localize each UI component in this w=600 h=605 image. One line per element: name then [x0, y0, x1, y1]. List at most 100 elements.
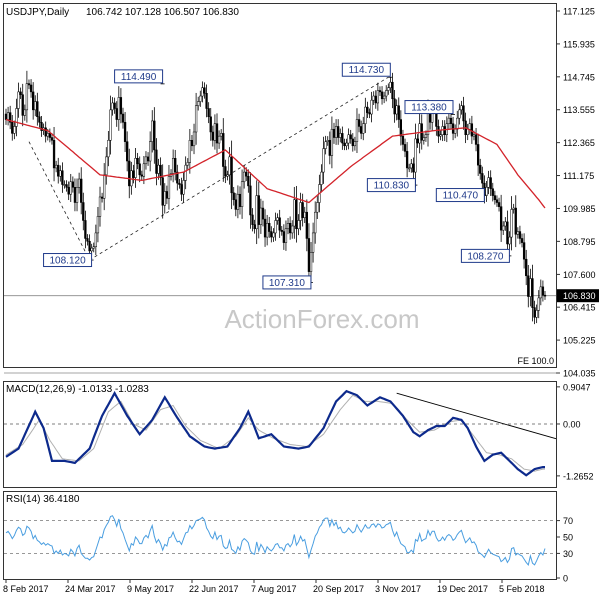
candle-body: [529, 278, 532, 297]
candle-body: [314, 211, 317, 234]
candle-body: [330, 128, 334, 156]
candle-body: [458, 109, 461, 119]
candle-body: [25, 83, 29, 111]
x-tick-label: 24 Mar 2017: [65, 584, 116, 594]
candle-body: [362, 123, 365, 134]
candle-body: [115, 108, 118, 120]
candle-body: [117, 97, 120, 120]
candle-body: [57, 164, 60, 177]
macd-y-tick-label: -1.2652: [563, 471, 594, 481]
candle-body: [213, 123, 217, 141]
candle-body: [144, 156, 148, 165]
candle-body: [376, 90, 380, 104]
candle-body: [140, 174, 143, 177]
candle-body: [320, 171, 323, 185]
candle-body: [437, 126, 440, 137]
candle-body: [397, 105, 400, 120]
rsi-title: RSI(14) 36.4180: [6, 494, 80, 505]
candle-body: [126, 141, 129, 162]
candle-body: [408, 167, 411, 170]
candle-body: [186, 162, 189, 166]
x-tick-label: 8 Feb 2017: [3, 584, 49, 594]
annotation-label-7: 108.270: [467, 251, 504, 262]
candle-body: [9, 112, 12, 123]
candle-body: [412, 163, 415, 173]
candle-body: [222, 133, 225, 167]
x-tick-label: 7 Aug 2017: [251, 584, 297, 594]
candle-body: [493, 195, 497, 200]
candle-body: [17, 91, 20, 109]
candle-body: [516, 231, 519, 235]
candle-body: [80, 178, 83, 203]
candle-body: [418, 123, 421, 144]
candle-body: [211, 131, 214, 141]
candle-body: [456, 117, 459, 130]
candle-body: [535, 310, 538, 318]
candle-body: [297, 220, 300, 230]
candle-body: [324, 141, 327, 149]
candle-body: [4, 113, 8, 120]
candle-body: [61, 170, 64, 185]
candle-body: [282, 231, 286, 243]
chart-header-ohlc: 106.742 107.128 106.507 106.830: [86, 7, 239, 18]
candle-body: [90, 247, 93, 252]
candle-body: [497, 202, 501, 207]
candle-body: [253, 224, 256, 230]
candle-body: [29, 84, 33, 93]
candle-body: [249, 185, 252, 216]
candle-body: [149, 141, 152, 162]
candle-body: [197, 101, 200, 106]
candle-body: [286, 222, 290, 230]
price-y-tick-label: 111.175: [563, 171, 594, 181]
candle-body: [224, 166, 227, 177]
candle-body: [479, 164, 482, 174]
candle-body: [243, 171, 246, 183]
candle-body: [113, 102, 116, 109]
candle-body: [537, 297, 540, 311]
last-price-box: [557, 289, 599, 303]
candle-body: [280, 229, 283, 232]
candle-body: [142, 163, 146, 177]
candle-body: [389, 81, 392, 88]
candle-body: [136, 158, 139, 165]
candle-body: [332, 128, 336, 138]
candle-body: [159, 164, 162, 178]
price-y-tick-label: 117.125: [563, 7, 595, 17]
chart-header-symbol: USDJPY,Daily: [6, 7, 69, 18]
candle-body: [268, 222, 271, 232]
candle-body: [278, 217, 281, 231]
candle-body: [447, 117, 451, 124]
candle-body: [257, 195, 260, 225]
candle-body: [355, 119, 359, 142]
price-y-tick-label: 109.985: [563, 204, 596, 214]
candle-body: [499, 206, 503, 231]
candle-body: [176, 171, 179, 184]
candle-body: [63, 184, 66, 186]
candle-body: [190, 140, 194, 147]
macd-trendline: [396, 392, 557, 440]
candle-body: [470, 123, 474, 137]
candle-body: [92, 246, 95, 249]
candle-body: [382, 95, 386, 100]
candle-body: [40, 122, 43, 131]
candle-body: [138, 163, 141, 176]
candle-body: [59, 170, 62, 177]
candle-body: [207, 108, 210, 118]
candle-body: [491, 188, 494, 196]
rsi-line: [5, 515, 546, 566]
projection-line: [89, 76, 389, 261]
candle-body: [366, 106, 369, 113]
candle-body: [46, 133, 49, 137]
candle-body: [416, 138, 419, 144]
candle-body: [502, 225, 505, 231]
candle-body: [543, 294, 547, 297]
candle-body: [251, 214, 254, 225]
candle-body: [247, 175, 250, 187]
candle-body: [155, 149, 158, 174]
macd-title: MACD(12,26,9) -1.0133 -1.0283: [6, 384, 149, 395]
rsi-y-tick-label: 70: [563, 516, 573, 526]
candle-body: [387, 87, 390, 91]
candle-body: [86, 238, 89, 242]
